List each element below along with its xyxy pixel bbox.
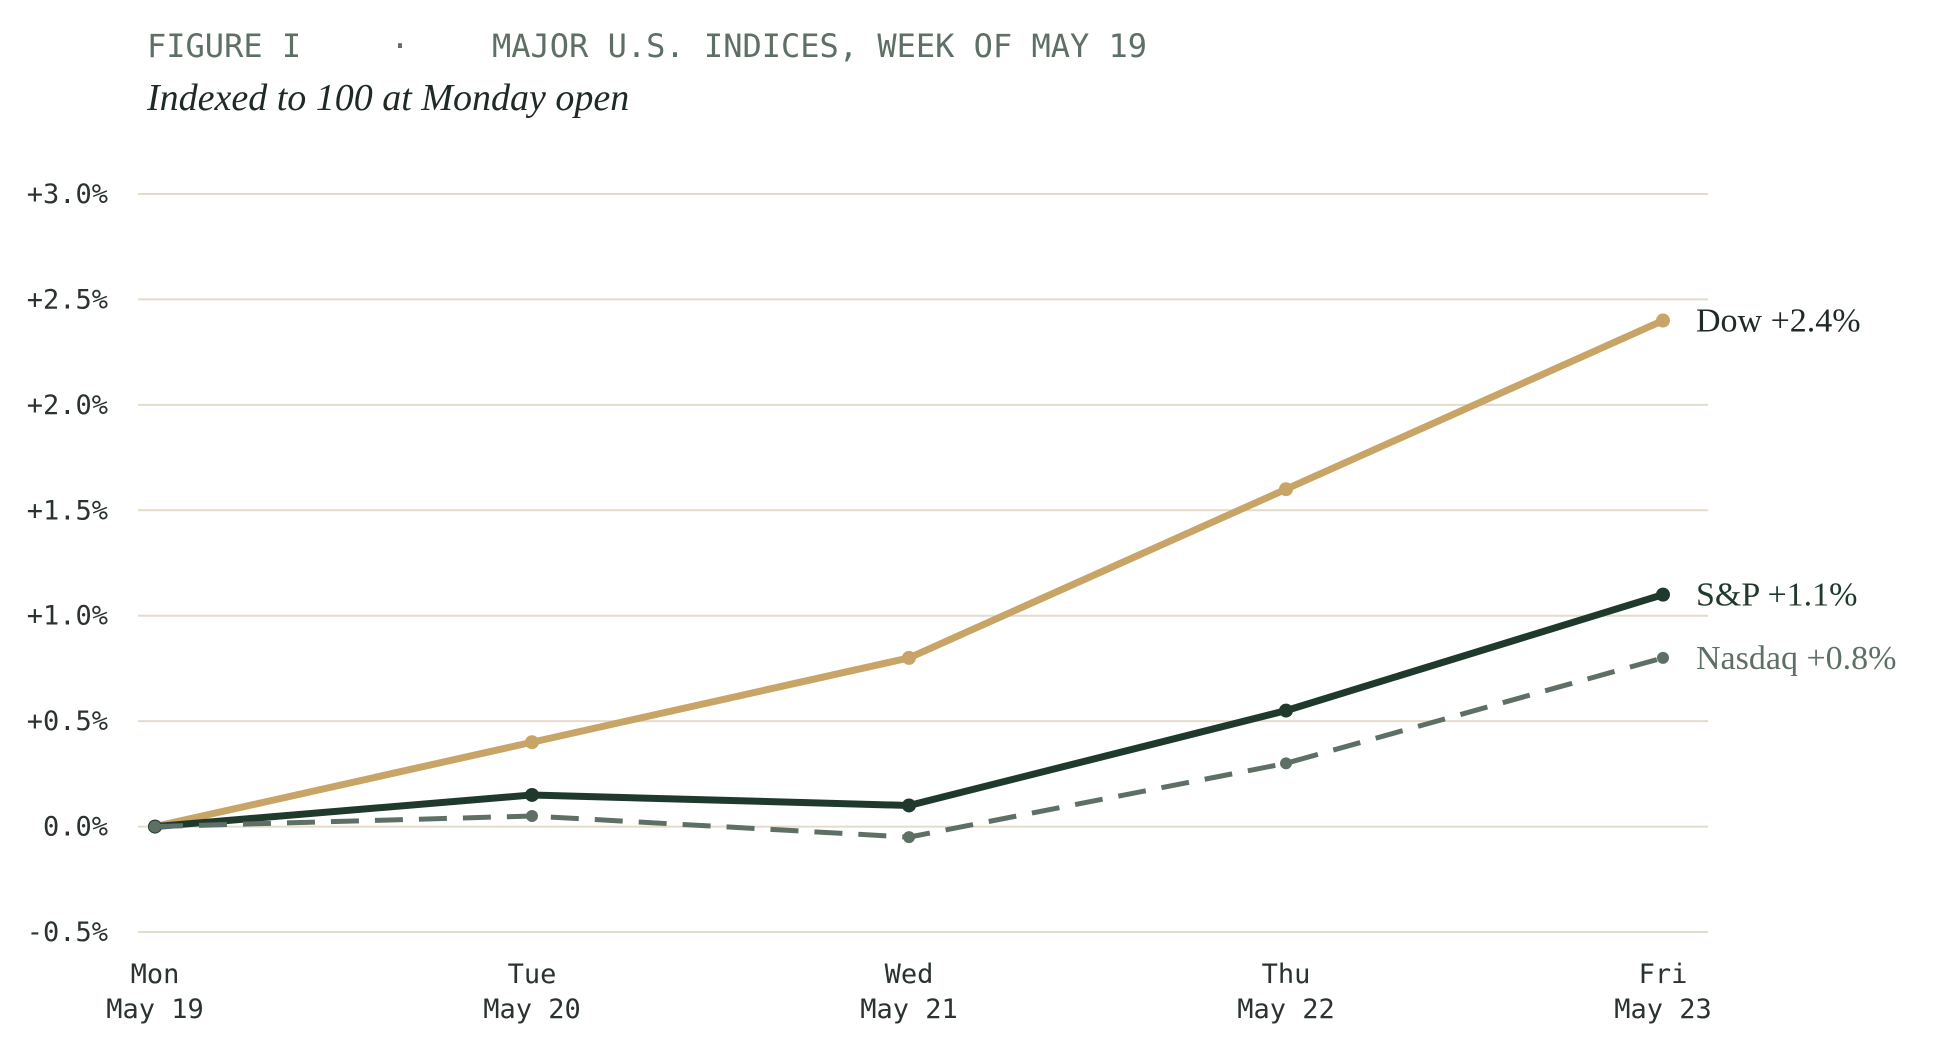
data-point <box>1656 313 1670 328</box>
series-label: S&P +1.1% <box>1696 577 1858 614</box>
series-line <box>154 591 1665 831</box>
data-point <box>1656 587 1670 602</box>
data-point <box>1280 757 1292 770</box>
x-tick-label: May 22 <box>1237 994 1335 1025</box>
data-point <box>902 650 916 665</box>
x-tick-label: May 19 <box>106 994 204 1025</box>
data-point <box>149 820 161 833</box>
series-label: Nasdaq +0.8% <box>1696 640 1896 677</box>
y-tick-label: +0.5% <box>27 706 108 737</box>
data-point <box>1657 651 1669 664</box>
y-tick-label: +2.0% <box>27 390 108 421</box>
figure-label: FIGURE I <box>147 27 301 65</box>
y-tick-label: 0.0% <box>43 812 108 843</box>
series-label: Dow +2.4% <box>1696 303 1861 340</box>
y-tick-label: +1.5% <box>27 495 108 526</box>
data-point <box>525 787 539 802</box>
x-tick-label: May 20 <box>483 994 581 1025</box>
data-point <box>902 798 916 813</box>
x-tick-label: May 21 <box>860 994 958 1025</box>
y-tick-label: +1.0% <box>27 601 108 632</box>
x-tick-label: May 23 <box>1614 994 1712 1025</box>
data-point <box>526 810 538 823</box>
data-point <box>525 735 539 750</box>
data-point <box>903 831 915 844</box>
x-tick-label: Mon <box>131 959 180 990</box>
x-tick-label: Fri <box>1639 959 1688 990</box>
data-point <box>1279 703 1293 718</box>
y-tick-label: +3.0% <box>27 179 108 210</box>
x-tick-label: Thu <box>1262 959 1311 990</box>
data-point <box>1279 482 1293 497</box>
series-line <box>154 317 1665 830</box>
y-tick-label: -0.5% <box>27 917 108 948</box>
x-tick-label: Wed <box>885 959 934 990</box>
chart-title: MAJOR U.S. INDICES, WEEK OF MAY 19 <box>492 27 1147 65</box>
chart-subtitle: Indexed to 100 at Monday open <box>146 77 629 119</box>
y-tick-label: +2.5% <box>27 284 108 315</box>
x-tick-label: Tue <box>508 959 557 990</box>
separator: · <box>390 27 409 65</box>
